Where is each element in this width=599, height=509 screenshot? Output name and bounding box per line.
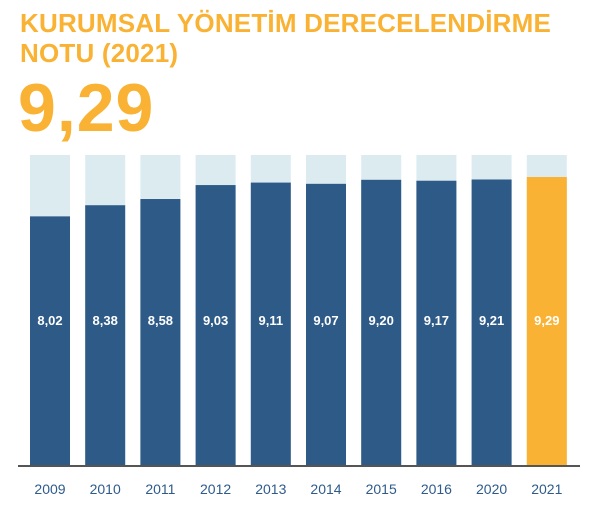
x-tick-label-2014: 2014 (310, 481, 341, 497)
bar-value-label-2016: 9,17 (424, 313, 449, 328)
bar-2010 (85, 205, 126, 465)
bar-value-label-2009: 8,02 (37, 313, 62, 328)
x-tick-label-2021: 2021 (531, 481, 562, 497)
x-tick-label-2020: 2020 (476, 481, 507, 497)
bar-value-label-2011: 8,58 (148, 313, 173, 328)
bar-2016 (416, 180, 457, 466)
bar-value-label-2013: 9,11 (259, 313, 284, 328)
bar-value-label-2010: 8,38 (93, 313, 118, 328)
bar-2013 (250, 182, 291, 465)
bar-2015 (361, 179, 402, 466)
x-tick-label-2009: 2009 (34, 481, 65, 497)
x-tick-label-2012: 2012 (200, 481, 231, 497)
x-tick-label-2010: 2010 (90, 481, 121, 497)
bar-value-label-2015: 9,20 (369, 313, 394, 328)
bar-value-label-2021: 9,29 (534, 313, 559, 328)
chart-title: KURUMSAL YÖNETİM DERECELENDİRME NOTU (20… (20, 8, 552, 68)
bar-2009 (30, 216, 70, 465)
bar-2021 (526, 177, 567, 465)
headline-value: 9,29 (18, 70, 155, 146)
x-tick-label-2013: 2013 (255, 481, 286, 497)
x-tick-label-2016: 2016 (421, 481, 452, 497)
bar-value-label-2012: 9,03 (203, 313, 228, 328)
bar-value-label-2014: 9,07 (313, 313, 338, 328)
bar-2014 (306, 183, 346, 465)
bar-2011 (140, 199, 181, 465)
x-tick-label-2015: 2015 (366, 481, 397, 497)
bar-2012 (195, 185, 236, 465)
bar-value-label-2020: 9,21 (479, 313, 504, 328)
x-tick-label-2011: 2011 (145, 481, 175, 497)
bar-2020 (471, 179, 512, 466)
